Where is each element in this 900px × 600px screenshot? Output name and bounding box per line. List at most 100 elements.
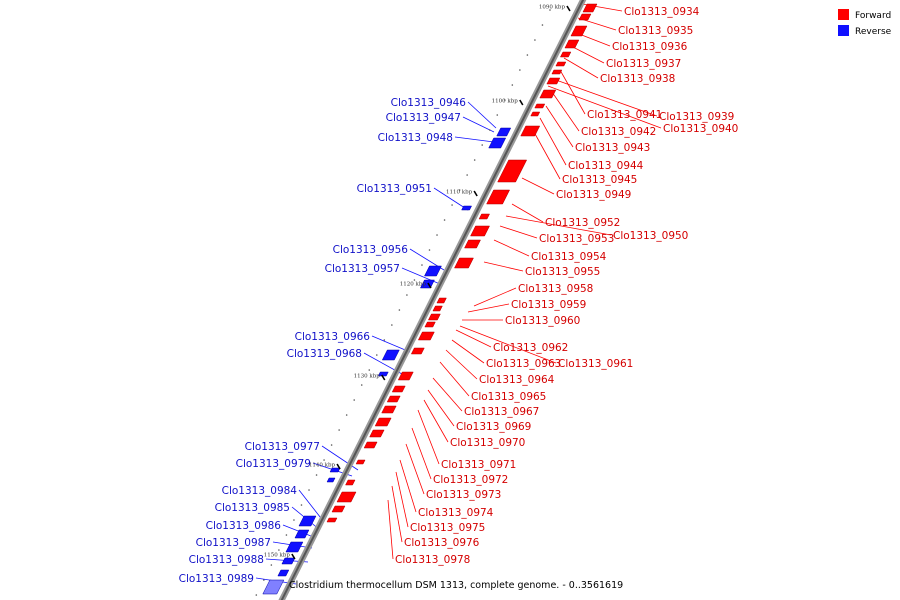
forward-connector [405,443,425,495]
tick-label: 1120 kbp [400,282,427,288]
forward-connector [521,177,555,195]
forward-connector [399,459,417,513]
scale-dot [263,579,265,581]
forward-connector [411,427,432,480]
scale-dot [330,444,333,446]
forward-gene-label: Clo1313_0955 [525,266,600,278]
scale-dot [398,309,401,311]
forward-gene-block [355,459,366,465]
forward-connector [455,329,492,348]
forward-gene-label: Clo1313_0949 [556,189,631,201]
forward-gene-label: Clo1313_0943 [575,142,650,154]
reverse-gene-block [277,569,290,577]
forward-gene-block [391,385,406,393]
reverse-connector [454,136,495,143]
scale-dot [466,174,468,176]
scale-dot [323,459,325,461]
reverse-connector [298,489,325,523]
reverse-gene-label: Clo1313_0951 [357,183,432,195]
reverse-gene-block [298,515,317,527]
forward-gene-block [559,51,572,58]
reverse-gene-block [294,529,310,539]
scale-dot [421,264,423,266]
reverse-connector [433,187,469,211]
forward-connector [432,377,463,412]
reverse-connector [467,101,497,129]
forward-gene-label: Clo1313_0974 [418,507,494,519]
forward-gene-block [326,517,338,523]
forward-connector [445,349,478,380]
scale-dot [278,549,280,551]
scale-dot [353,399,356,401]
forward-gene-block [363,441,378,449]
forward-gene-block [424,321,436,328]
reverse-gene-label: Clo1313_0989 [179,573,254,585]
scale-dot [285,534,288,536]
forward-gene-label: Clo1313_0941 [587,109,662,121]
tick-mark [291,553,296,560]
forward-connector [555,79,658,117]
forward-gene-label: Clo1313_0938 [600,73,675,85]
forward-connector [551,91,580,132]
forward-gene-label: Clo1313_0944 [568,160,644,172]
tick-label: 1140 kbp [309,463,336,469]
forward-connector [511,203,544,223]
forward-connector [499,225,538,239]
scale-dot [519,69,521,71]
scale-dot [496,114,499,116]
forward-connector [391,485,403,543]
forward-gene-block [454,257,474,269]
forward-gene-label: Clo1313_0970 [450,437,525,449]
genome-caption: Clostridium thermocellum DSM 1313, compl… [289,580,623,591]
scale-dot [436,234,438,236]
forward-gene-block [336,491,357,503]
forward-connector [493,239,530,257]
tick-mark [473,190,478,197]
reverse-gene-block [496,127,512,137]
forward-gene-block [427,313,441,321]
reverse-gene-label: Clo1313_0946 [391,97,467,109]
reverse-gene-block [285,541,304,553]
reverse-connector [462,116,495,133]
forward-connector [459,325,557,364]
reverse-gene-block [461,205,472,211]
forward-gene-block [497,159,528,183]
forward-gene-label: Clo1313_0964 [479,374,555,386]
forward-connector [563,57,599,79]
forward-connector [473,287,517,307]
scale-dot [451,204,453,206]
forward-gene-block [564,39,580,49]
forward-connector [467,303,510,313]
forward-gene-block [578,13,592,21]
forward-gene-block [417,331,435,341]
scale-dot [458,189,461,191]
tick-mark [336,463,341,470]
forward-gene-label: Clo1313_0978 [395,554,470,566]
tick-label: 1110 kbp [446,190,473,196]
forward-gene-block [570,25,588,37]
label-connectors [255,3,662,585]
forward-gene-label: Clo1313_0973 [426,489,501,501]
forward-connector [387,499,394,560]
forward-gene-label: Clo1313_0965 [471,391,546,403]
scale-dot [504,99,506,101]
scale-dot [270,564,273,566]
reverse-gene-block [326,477,336,483]
reverse-gene-label: Clo1313_0987 [196,537,271,549]
reverse-gene-label: Clo1313_0966 [295,331,371,343]
forward-gene-block [546,77,561,85]
scale-dot [526,54,529,56]
tick-mark [427,282,432,289]
scale-dot [368,369,371,371]
forward-gene-block [374,417,392,427]
reverse-gene-block [381,349,400,361]
tick-label: 1150 kbp [264,553,291,559]
forward-connector [559,69,586,115]
forward-gene-label: Clo1313_0960 [505,315,580,327]
forward-gene-block [520,125,541,137]
forward-connector [547,85,662,129]
scale-dot [428,249,431,251]
forward-connector [533,131,561,180]
forward-gene-label: Clo1313_0975 [410,522,485,534]
